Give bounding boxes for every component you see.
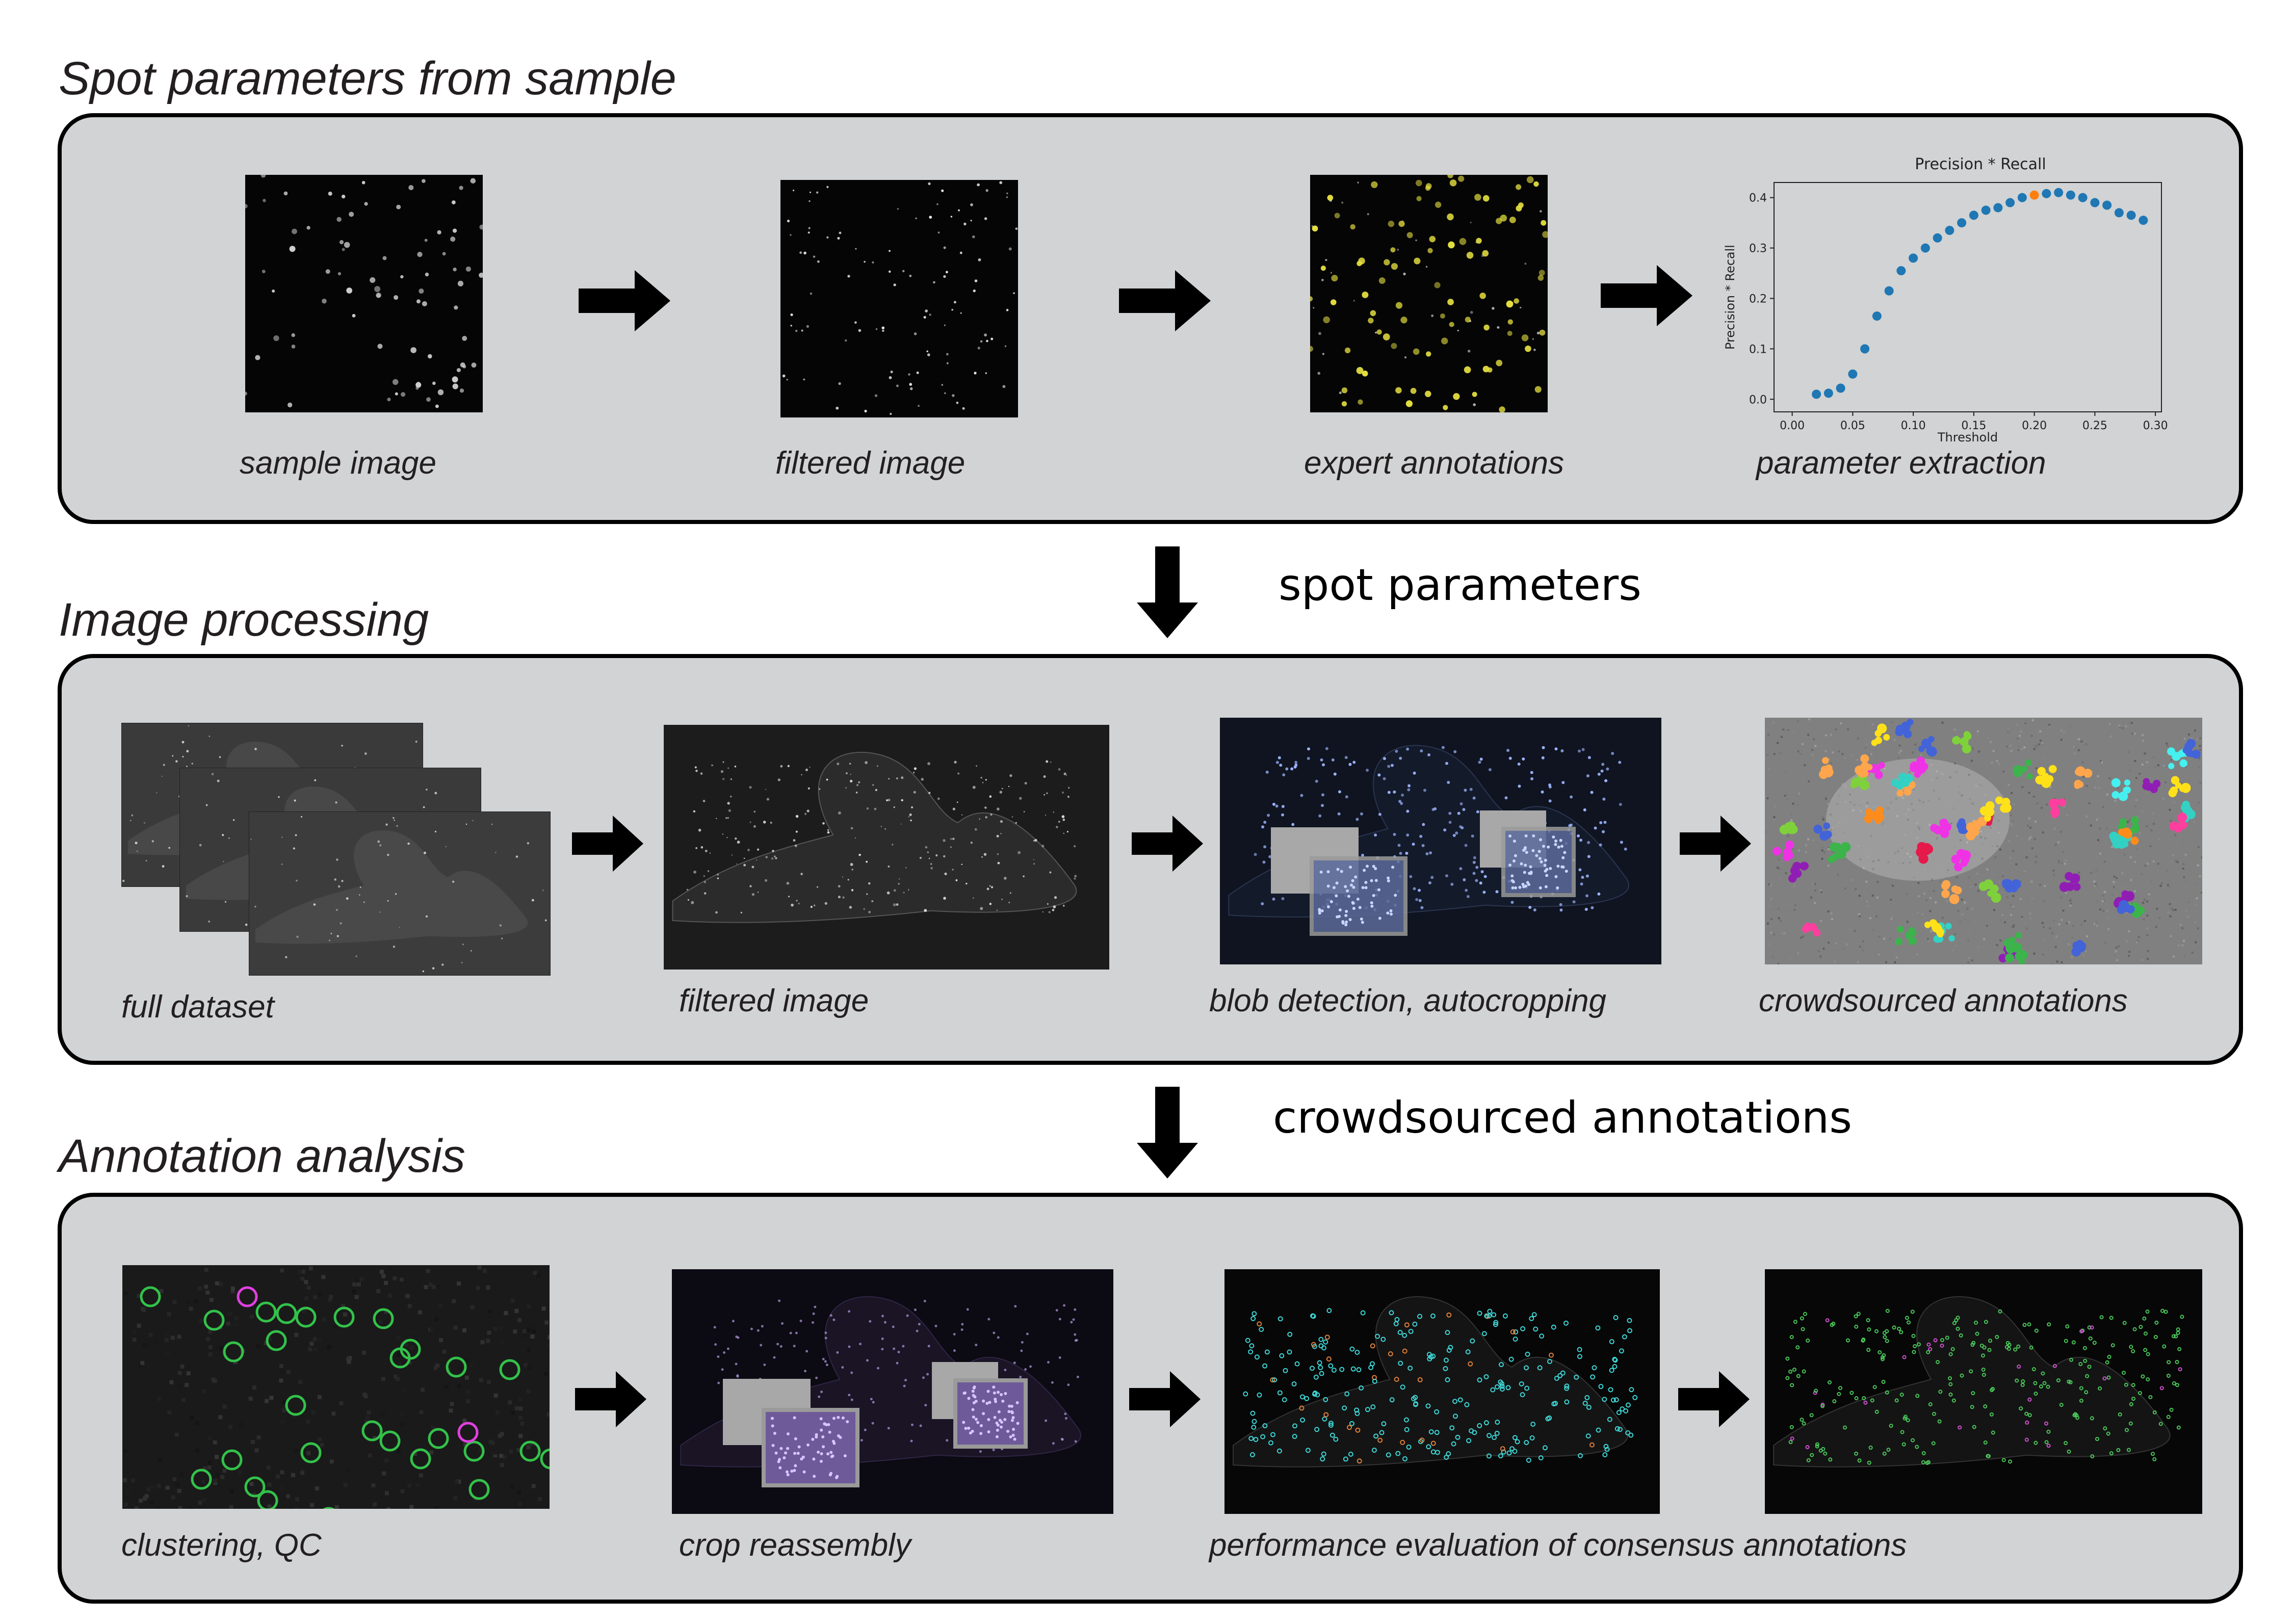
- performance-evaluation-image-1: [1224, 1269, 1660, 1514]
- chart-point: [1848, 369, 1858, 379]
- arrow-right-2a: [572, 816, 643, 872]
- x-tick-label: 0.05: [1840, 420, 1865, 432]
- chart-point: [2139, 216, 2148, 225]
- caption-parameter-extraction: parameter extraction: [1756, 446, 2046, 481]
- arrow-right-1a: [579, 270, 670, 331]
- caption-filtered-image-1: filtered image: [775, 446, 966, 481]
- crop-reassembly-image: [672, 1269, 1113, 1514]
- chart-point: [1872, 311, 1882, 321]
- chart-point: [2102, 200, 2112, 210]
- chart-point: [1812, 389, 1821, 399]
- chart-point: [1884, 286, 1894, 296]
- crowdsourced-annotations-image: [1765, 718, 2202, 964]
- precision-recall-chart: Precision * Recall 0.00 0.05 0.10 0.15 0.20 0…: [1723, 153, 2182, 443]
- chart-point: [2090, 198, 2100, 207]
- arrow-right-1b: [1119, 270, 1211, 331]
- section-title-spot-parameters: Spot parameters from sample: [59, 53, 676, 104]
- chart-ylabel: Precision * Recall: [1723, 245, 1737, 350]
- filtered-image-sample: [780, 180, 1018, 417]
- caption-filtered-image-2: filtered image: [679, 983, 869, 1018]
- caption-blob-detection: blob detection, autocropping: [1209, 983, 1607, 1018]
- chart-point: [2017, 193, 2027, 202]
- chart-point: [1920, 243, 1930, 253]
- blob-detection-image: [1220, 718, 1661, 964]
- filtered-image-dataset: [664, 725, 1109, 970]
- arrow-right-3a: [575, 1371, 646, 1427]
- chart-point: [2005, 198, 2015, 207]
- chart-point: [1945, 225, 1954, 235]
- chart-point: [1957, 218, 1967, 228]
- chart-point-best: [2029, 190, 2039, 200]
- chart-point: [1981, 205, 1991, 215]
- y-tick-label: 0.4: [1749, 192, 1767, 205]
- caption-expert-annotations: expert annotations: [1304, 446, 1565, 481]
- y-tick-label: 0.0: [1749, 394, 1767, 406]
- x-tick-label: 0.10: [1901, 420, 1926, 432]
- performance-evaluation-image-2: [1765, 1269, 2202, 1514]
- arrow-right-3c: [1678, 1371, 1750, 1427]
- chart-axes: [1774, 182, 2162, 412]
- y-tick-label: 0.3: [1749, 243, 1767, 255]
- chart-point: [2054, 188, 2064, 197]
- arrow-down-1: [1137, 546, 1198, 638]
- chart-point: [1823, 388, 1833, 398]
- chart-point: [2126, 211, 2136, 220]
- chart-title: Precision * Recall: [1915, 155, 2046, 173]
- chart-point: [1969, 211, 1978, 220]
- chart-xlabel: Threshold: [1937, 430, 1998, 443]
- chart-point: [1836, 383, 1845, 393]
- chart-point: [2066, 190, 2075, 200]
- chart-point: [1933, 233, 1942, 243]
- arrow-right-2b: [1132, 816, 1203, 872]
- chart-point: [1993, 203, 2003, 213]
- x-tick-label: 0.00: [1780, 420, 1805, 432]
- connector-label-spot-parameters: spot parameters: [1279, 560, 1641, 611]
- chart-point: [2042, 189, 2051, 198]
- y-tick-label: 0.2: [1749, 293, 1767, 305]
- arrow-right-3b: [1129, 1371, 1201, 1427]
- caption-crowdsourced-annotations: crowdsourced annotations: [1759, 983, 2128, 1018]
- expert-annotations-image: [1310, 175, 1548, 412]
- chart-point: [2114, 208, 2124, 218]
- full-dataset-frame-front: [249, 811, 551, 976]
- connector-label-crowdsourced-annotations: crowdsourced annotations: [1273, 1092, 1853, 1143]
- x-tick-label: 0.30: [2143, 420, 2168, 432]
- caption-full-dataset: full dataset: [121, 989, 274, 1025]
- chart-point: [1909, 253, 1918, 263]
- sample-image: [245, 175, 483, 412]
- y-tick-label: 0.1: [1749, 343, 1767, 356]
- chart-point: [1860, 344, 1870, 354]
- chart-point: [1896, 266, 1906, 276]
- x-tick-label: 0.25: [2082, 420, 2107, 432]
- caption-crop-reassembly: crop reassembly: [679, 1528, 911, 1563]
- section-title-annotation-analysis: Annotation analysis: [59, 1130, 465, 1182]
- arrow-right-2c: [1680, 816, 1751, 872]
- arrow-right-1c: [1601, 265, 1692, 326]
- arrow-down-2: [1137, 1087, 1198, 1178]
- x-tick-label: 0.15: [1961, 420, 1986, 432]
- x-tick-label: 0.20: [2022, 420, 2047, 432]
- caption-clustering-qc: clustering, QC: [121, 1528, 322, 1563]
- caption-performance-evaluation: performance evaluation of consensus anno…: [1209, 1528, 1907, 1563]
- caption-sample-image: sample image: [240, 446, 436, 481]
- section-title-image-processing: Image processing: [59, 594, 429, 646]
- clustering-qc-image: [122, 1265, 550, 1509]
- chart-point: [2078, 193, 2088, 202]
